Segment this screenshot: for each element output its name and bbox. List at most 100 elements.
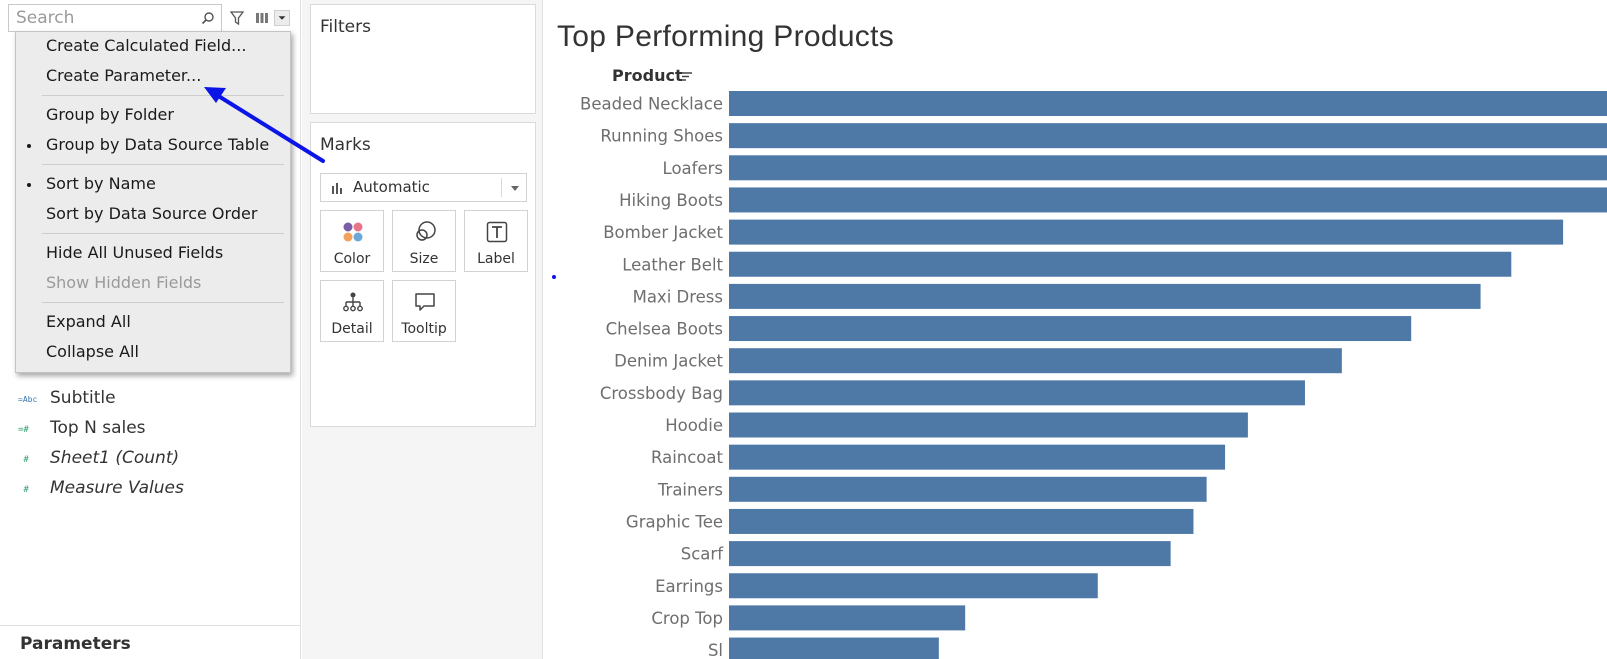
category-label[interactable]: Crop Top: [651, 609, 723, 628]
category-label[interactable]: Hoodie: [665, 416, 723, 435]
detail-mark-button[interactable]: Detail: [320, 280, 384, 342]
menu-create-parameter[interactable]: Create Parameter...: [16, 62, 290, 92]
filters-shelf[interactable]: Filters: [310, 4, 536, 114]
bar-sl[interactable]: [729, 637, 939, 659]
bar-earrings[interactable]: [729, 573, 1098, 599]
bar-crossbody-bag[interactable]: [729, 380, 1305, 406]
dropdown-divider: [501, 178, 502, 197]
bar-maxi-dress[interactable]: [729, 283, 1481, 309]
bar-beaded-necklace[interactable]: [729, 91, 1607, 116]
measure-icon: #: [18, 485, 29, 495]
field-label: Top N sales: [50, 418, 146, 438]
bar-loafers[interactable]: [729, 155, 1607, 181]
row-header-product[interactable]: Product: [612, 66, 683, 85]
category-label[interactable]: Hiking Boots: [619, 191, 723, 210]
menu-separator: [42, 302, 284, 303]
field-label: Sheet1 (Count): [50, 448, 180, 468]
category-label[interactable]: Maxi Dress: [633, 287, 723, 306]
menu-sort-by-data-source-order[interactable]: Sort by Data Source Order: [16, 200, 290, 230]
mark-button-label: Color: [333, 251, 371, 267]
menu-item-label: Show Hidden Fields: [46, 273, 202, 292]
category-label[interactable]: Loafers: [663, 159, 723, 178]
bar-scarf[interactable]: [729, 541, 1171, 567]
menu-separator: [42, 233, 284, 234]
category-label[interactable]: Raincoat: [651, 448, 724, 467]
menu-collapse-all[interactable]: Collapse All: [16, 338, 290, 368]
menu-group-by-data-source-table[interactable]: Group by Data Source Table: [16, 131, 290, 161]
size-mark-button[interactable]: Size: [392, 210, 456, 272]
marks-title: Marks: [320, 135, 371, 155]
chevron-down-icon[interactable]: [511, 186, 519, 191]
menu-item-label: Expand All: [46, 312, 131, 331]
menu-sort-by-name[interactable]: Sort by Name: [16, 170, 290, 200]
bar-hoodie[interactable]: [729, 412, 1248, 438]
category-label[interactable]: Leather Belt: [622, 255, 723, 274]
bar-trainers[interactable]: [729, 476, 1207, 502]
filter-icon[interactable]: [230, 10, 244, 26]
category-label[interactable]: Scarf: [681, 545, 724, 564]
chevron-down-icon: [278, 16, 286, 20]
shelves-pane: Filters Marks Automatic Color: [302, 0, 543, 659]
mark-button-label: Size: [409, 251, 439, 267]
color-palette-icon: [343, 222, 363, 242]
menu-item-label: Create Calculated Field...: [46, 36, 247, 55]
category-label[interactable]: Denim Jacket: [614, 352, 723, 371]
category-label[interactable]: Running Shoes: [600, 127, 723, 146]
category-label[interactable]: Crossbody Bag: [600, 384, 723, 403]
category-label[interactable]: Bomber Jacket: [603, 223, 723, 242]
field-top-n-sales[interactable]: =# Top N sales: [0, 415, 300, 445]
menu-hide-all-unused-fields[interactable]: Hide All Unused Fields: [16, 239, 290, 269]
calc-measure-icon: =#: [18, 425, 29, 435]
sheet-title[interactable]: Top Performing Products: [557, 20, 895, 53]
data-pane-context-menu: Create Calculated Field... Create Parame…: [15, 31, 291, 373]
field-sheet1-count[interactable]: # Sheet1 (Count): [0, 445, 300, 475]
parameters-section-header: Parameters: [0, 625, 300, 659]
menu-show-hidden-fields: Show Hidden Fields: [16, 269, 290, 299]
field-subtitle[interactable]: =Abc Subtitle: [0, 385, 300, 415]
menu-item-label: Group by Folder: [46, 105, 174, 124]
field-measure-values[interactable]: # Measure Values: [0, 475, 300, 505]
bar-bomber-jacket[interactable]: [729, 219, 1564, 245]
view-dropdown-button[interactable]: [274, 10, 290, 26]
view-toggle[interactable]: [252, 10, 290, 26]
menu-create-calculated-field[interactable]: Create Calculated Field...: [16, 32, 290, 62]
bar-leather-belt[interactable]: [729, 251, 1512, 277]
bar-crop-top[interactable]: [729, 605, 966, 631]
category-label[interactable]: Trainers: [657, 480, 723, 499]
category-label[interactable]: Graphic Tee: [626, 512, 723, 531]
search-input[interactable]: [9, 5, 199, 31]
bar-hiking-boots[interactable]: [729, 187, 1607, 213]
text-label-icon: [486, 221, 508, 243]
search-box[interactable]: [8, 4, 222, 32]
mark-type-dropdown[interactable]: Automatic: [320, 173, 527, 202]
bar-raincoat[interactable]: [729, 444, 1226, 470]
tooltip-speech-bubble-icon: [415, 293, 435, 311]
menu-item-label: Sort by Name: [46, 174, 156, 193]
bar-running-shoes[interactable]: [729, 123, 1607, 149]
menu-group-by-folder[interactable]: Group by Folder: [16, 101, 290, 131]
worksheet-view: Top Performing Products Product Beaded N…: [544, 0, 1607, 659]
category-label[interactable]: Chelsea Boots: [606, 320, 723, 339]
menu-separator: [42, 95, 284, 96]
category-label[interactable]: Sl: [708, 641, 723, 659]
menu-item-label: Hide All Unused Fields: [46, 243, 224, 262]
list-view-icon[interactable]: [255, 11, 269, 25]
search-icon[interactable]: [201, 11, 215, 25]
menu-item-label: Group by Data Source Table: [46, 135, 270, 154]
label-mark-button[interactable]: Label: [464, 210, 528, 272]
menu-item-label: Sort by Data Source Order: [46, 204, 258, 223]
field-label: Subtitle: [50, 388, 116, 408]
category-label[interactable]: Beaded Necklace: [580, 95, 723, 114]
menu-expand-all[interactable]: Expand All: [16, 308, 290, 338]
filters-title: Filters: [320, 17, 371, 37]
field-label: Measure Values: [50, 478, 184, 498]
bar-graphic-tee[interactable]: [729, 508, 1194, 534]
sort-icon[interactable]: [681, 70, 693, 82]
bar-chart: Beaded Necklace Running Shoes Loafers Hikin…: [580, 91, 1607, 659]
color-mark-button[interactable]: Color: [320, 210, 384, 272]
tooltip-mark-button[interactable]: Tooltip: [392, 280, 456, 342]
bar-chelsea-boots[interactable]: [729, 316, 1412, 342]
category-label[interactable]: Earrings: [655, 577, 723, 596]
calc-string-icon: =Abc: [18, 395, 38, 404]
bar-denim-jacket[interactable]: [729, 348, 1342, 374]
